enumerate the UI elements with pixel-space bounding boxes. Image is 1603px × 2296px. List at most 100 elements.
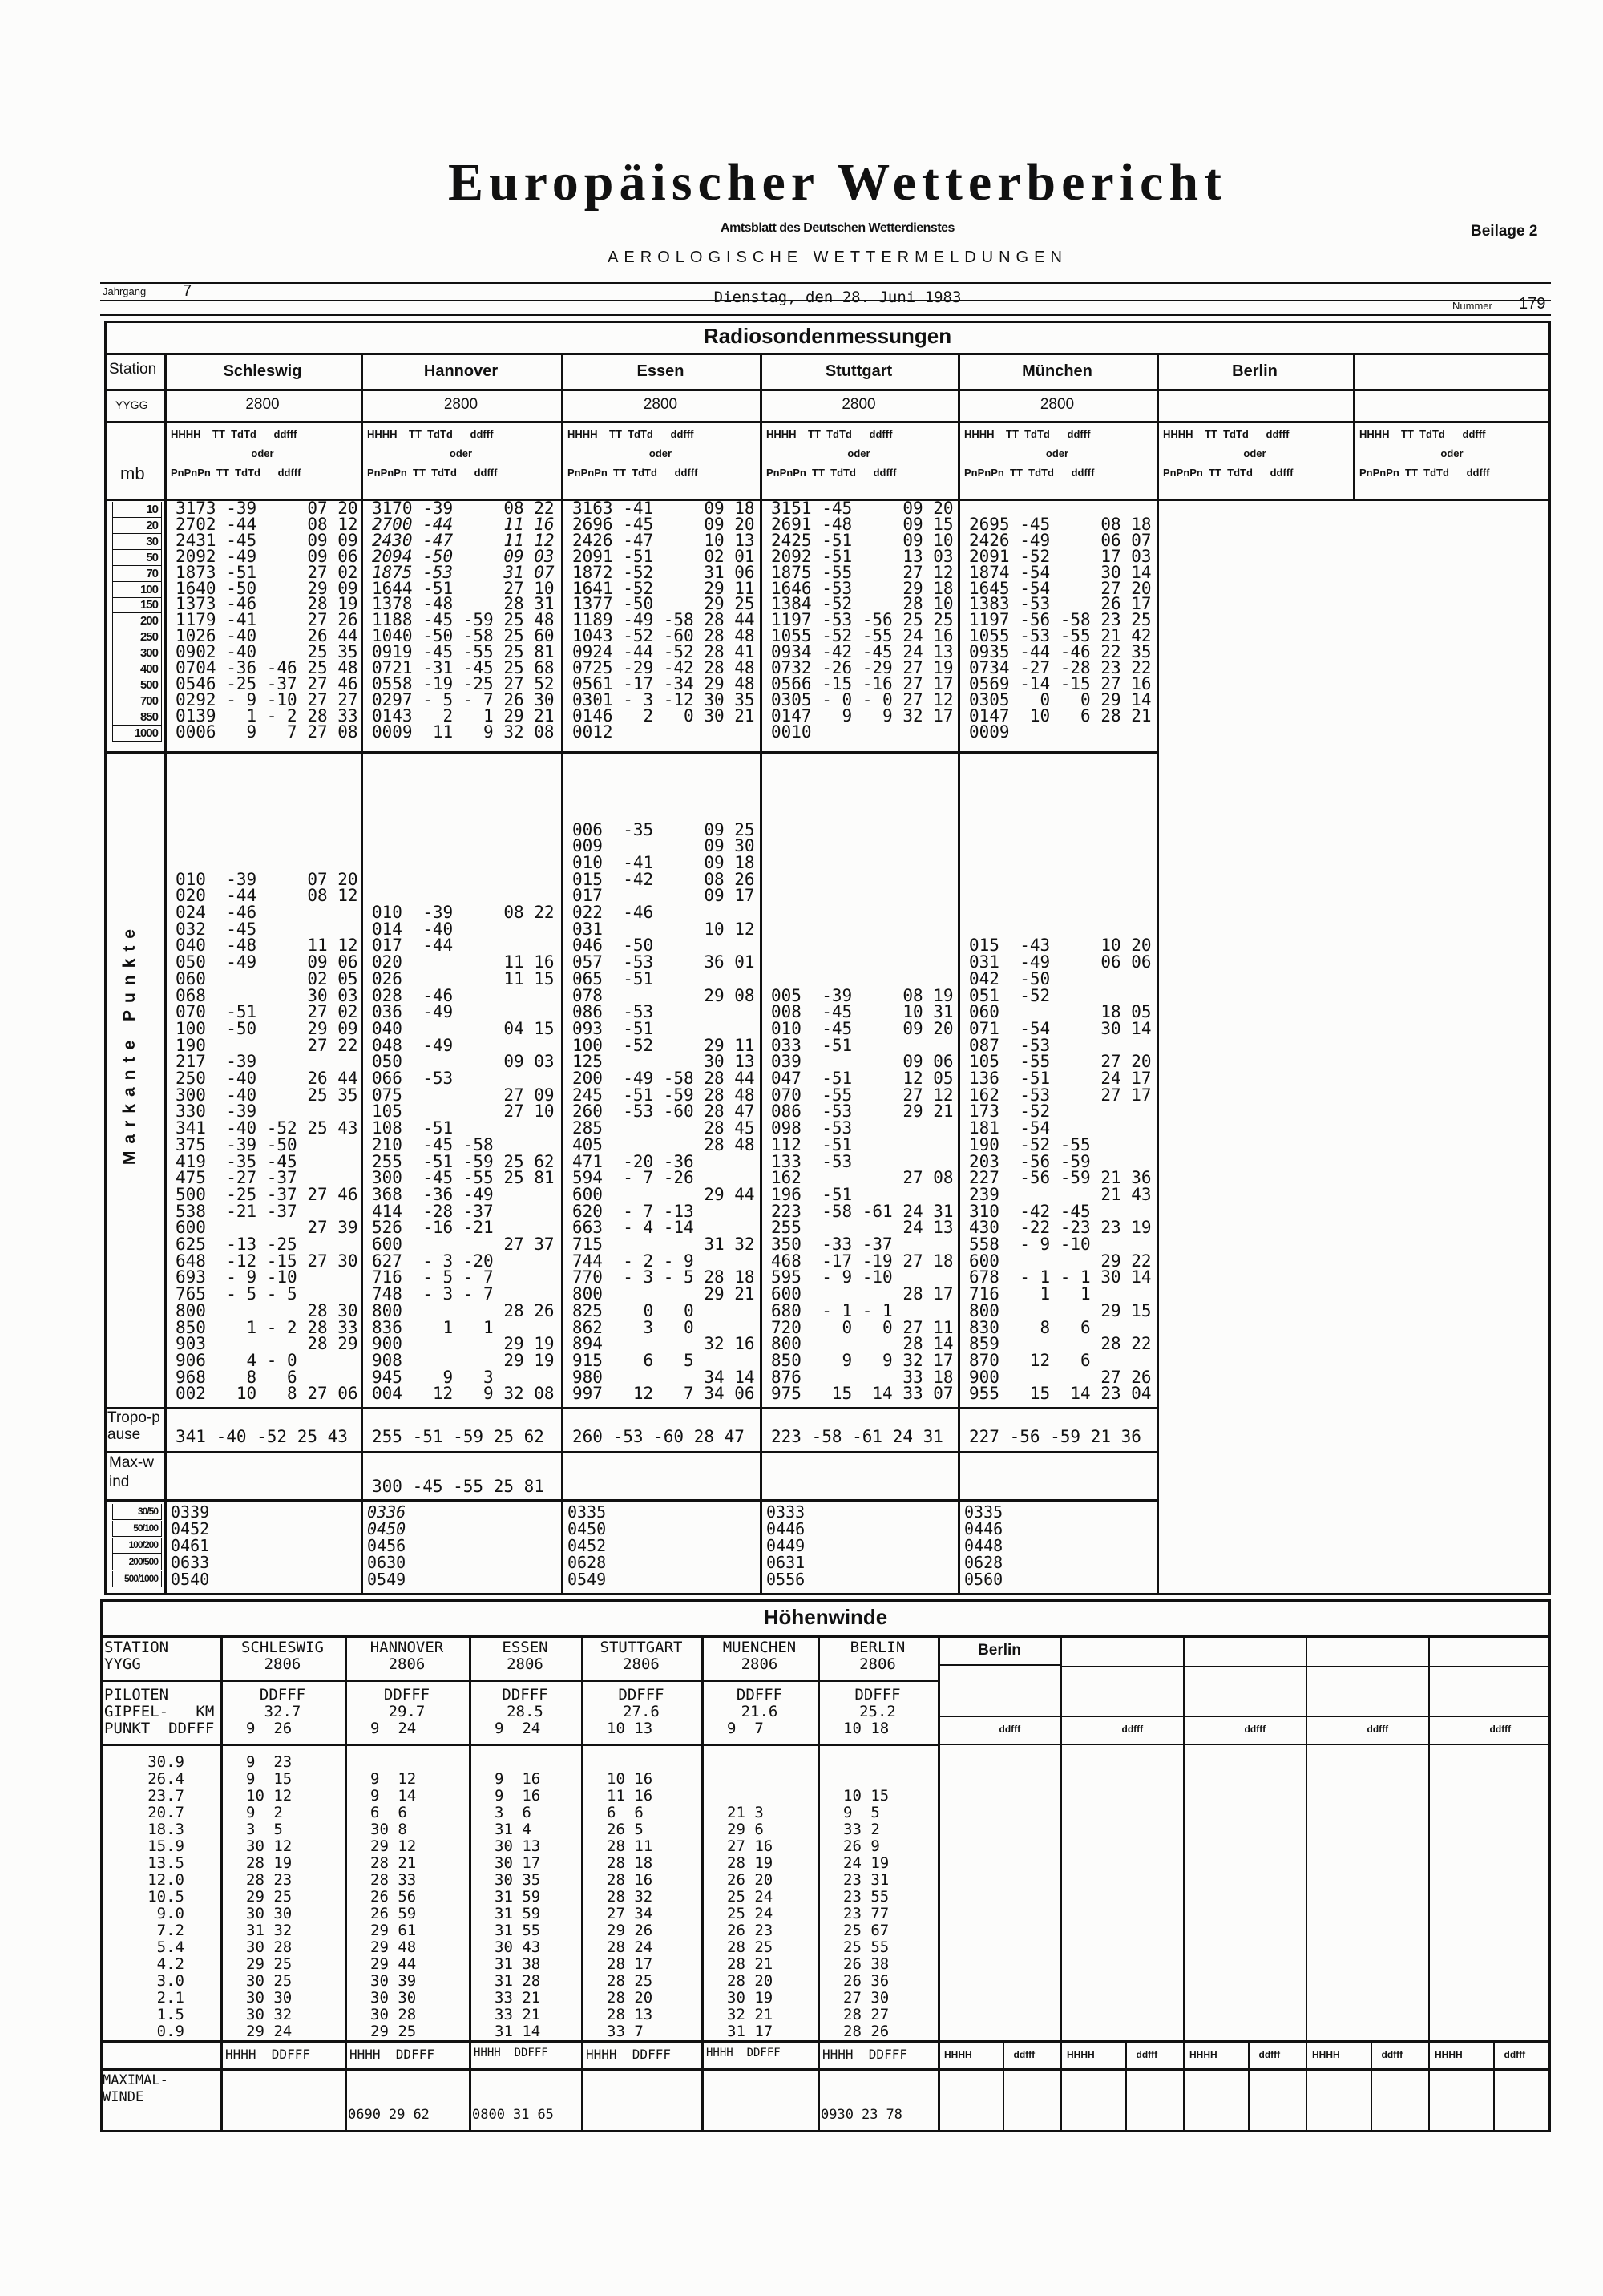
wind-row: 26 38 xyxy=(843,1956,907,1973)
data-field: 2091 xyxy=(572,546,613,566)
data-field xyxy=(1091,1352,1121,1368)
wind-field: 33 xyxy=(843,1821,862,1838)
data-field xyxy=(453,954,494,970)
wind-field: 32 xyxy=(634,1888,653,1906)
data-row: 047 -51 12 05 xyxy=(771,1070,954,1087)
data-field: -35 xyxy=(226,1151,257,1171)
data-field xyxy=(653,1286,694,1302)
data-field: 060 xyxy=(176,968,206,988)
thickness-value: 0631 xyxy=(766,1553,806,1572)
data-row: 765- 5- 5 xyxy=(176,1286,358,1303)
data-row: 1040 -50 -58 25 60 xyxy=(372,626,555,646)
data-field xyxy=(297,1203,328,1219)
data-field: 0009 xyxy=(372,722,413,742)
data-field: 900 xyxy=(372,1334,402,1354)
wind-field: 30 xyxy=(246,1972,264,1990)
data-row: 715 31 32 xyxy=(572,1236,755,1253)
data-field xyxy=(256,532,297,548)
rule-line xyxy=(104,421,1551,423)
data-field: -45 xyxy=(422,642,454,662)
wind-field: 26 xyxy=(843,1837,862,1855)
data-field xyxy=(653,822,694,838)
data-field: 28 xyxy=(503,1300,524,1320)
data-field xyxy=(1050,564,1091,580)
wind-field: 55 xyxy=(870,1938,890,1956)
data-field: -46 xyxy=(1060,642,1091,662)
rule-line xyxy=(164,353,167,1595)
data-field: 014 xyxy=(372,919,402,939)
data-field: - 1 xyxy=(862,1300,893,1320)
data-row: 203 -56 -59 xyxy=(969,1153,1152,1170)
wind-field: 3 xyxy=(754,1804,764,1821)
data-field: -58 xyxy=(462,1134,494,1154)
wind-field: 27 xyxy=(870,2006,890,2023)
data-field: 1373 xyxy=(176,594,216,614)
data-field xyxy=(256,580,297,596)
data-field xyxy=(453,988,494,1004)
data-field: 20 xyxy=(337,869,358,889)
data-field: 28 xyxy=(1100,1334,1121,1354)
data-field xyxy=(852,516,893,532)
data-field xyxy=(1091,1203,1121,1219)
data-field: 2702 xyxy=(176,514,216,534)
data-field: 1040 xyxy=(372,626,413,646)
data-field: 30 xyxy=(704,705,725,726)
data-field xyxy=(893,724,923,740)
data-field: 32 xyxy=(503,722,524,742)
column-header: HHHH TT TdTd ddfff xyxy=(367,428,494,440)
data-field xyxy=(1050,1186,1091,1203)
data-field: - 0 xyxy=(822,689,853,709)
wind-field: 9 xyxy=(370,1787,380,1805)
data-field: 33 xyxy=(337,705,358,726)
wind-row: 33 21 xyxy=(495,2007,559,2023)
data-row: 0139 1- 2 28 33 xyxy=(176,705,358,726)
data-field: -15 xyxy=(822,673,853,693)
data-field: 086 xyxy=(771,1102,802,1122)
data-field xyxy=(524,937,555,953)
data-field: 25 xyxy=(503,1151,524,1171)
data-field: 0734 xyxy=(969,658,1010,677)
data-field: 27 xyxy=(307,673,328,693)
data-field: -52 xyxy=(1020,1102,1051,1122)
data-field: 04 xyxy=(1131,1384,1152,1404)
data-field xyxy=(613,921,654,937)
data-field: -25 xyxy=(226,673,257,693)
data-field xyxy=(725,971,755,987)
data-field: 44 xyxy=(734,1069,755,1088)
wind-field: 24 xyxy=(843,1854,862,1872)
data-row: 285 28 45 xyxy=(572,1120,755,1137)
data-row: 173 -52 xyxy=(969,1102,1152,1122)
data-row: 190 -52 -55 xyxy=(969,1136,1152,1153)
wind-field: 30 xyxy=(273,1905,293,1922)
data-row: 595- 9 -10 xyxy=(771,1269,954,1286)
data-field xyxy=(297,1053,328,1069)
data-row: 050 09 03 xyxy=(372,1053,555,1070)
data-row: 1645 -54 27 20 xyxy=(969,580,1152,596)
data-row: 419 -35 -45 xyxy=(176,1151,358,1171)
data-field: -50 xyxy=(226,578,257,598)
data-field xyxy=(852,988,893,1004)
data-field: 27 xyxy=(337,689,358,709)
data-field xyxy=(923,1186,954,1203)
wind-row: 28 25 xyxy=(607,1973,671,1990)
extra-maxwind-h: HHHH xyxy=(1435,2049,1463,2060)
wind-field: 13 xyxy=(634,1720,653,1737)
data-field: -19 xyxy=(422,673,454,693)
data-field: 24 xyxy=(902,642,923,662)
wind-field: 19 xyxy=(273,1854,293,1872)
data-field: 48 xyxy=(734,658,755,677)
data-field: 906 xyxy=(176,1350,206,1370)
wind-row: 30 30 xyxy=(246,1990,310,2007)
wind-row: 29 44 xyxy=(370,1956,434,1973)
data-field: 08 xyxy=(503,903,524,922)
data-field xyxy=(413,954,454,970)
data-field: 14 xyxy=(734,1367,755,1387)
data-field: 600 xyxy=(572,1184,603,1204)
wind-field: 12 xyxy=(398,1770,417,1788)
data-field: 31 xyxy=(933,1201,954,1221)
data-field: -25 xyxy=(266,1235,297,1254)
data-field: -52 xyxy=(822,626,853,646)
data-field: 03 xyxy=(933,546,954,566)
data-field: 34 xyxy=(704,1384,725,1404)
